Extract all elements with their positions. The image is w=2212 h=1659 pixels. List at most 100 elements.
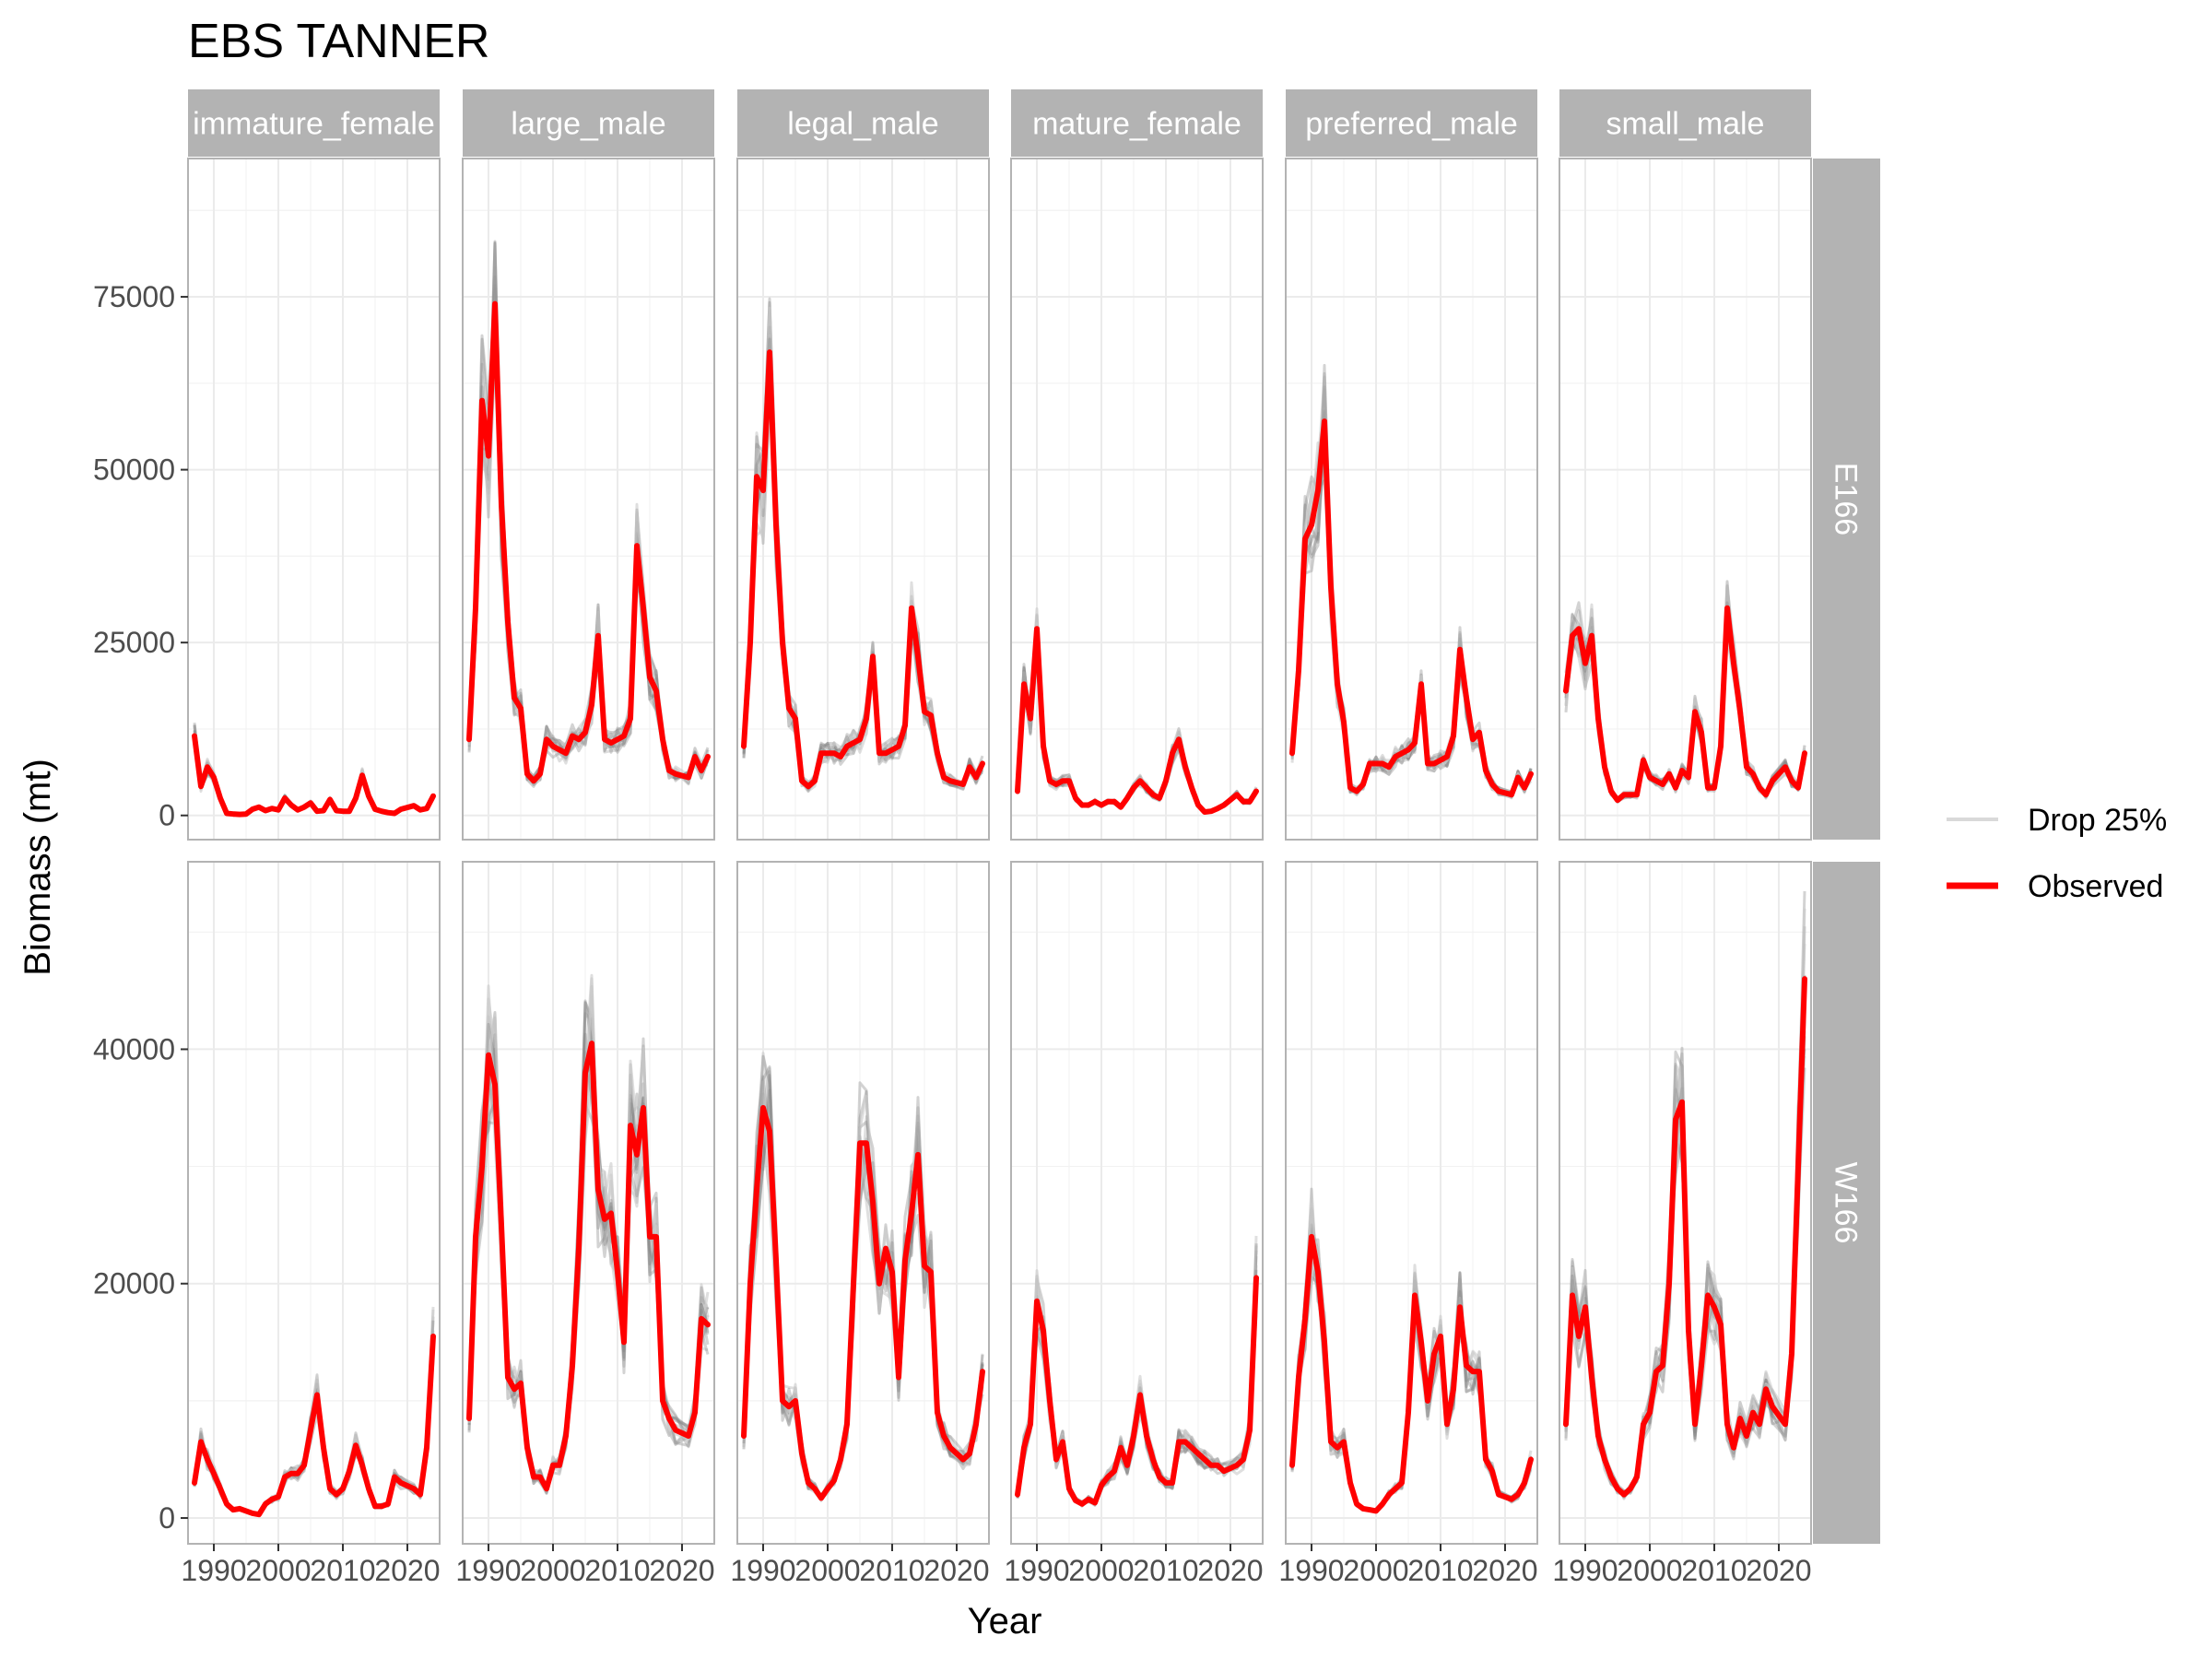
x-tick-label: 1990 — [455, 1554, 521, 1587]
panel-background — [1011, 159, 1263, 840]
x-tick-label: 1990 — [1004, 1554, 1069, 1587]
chart-title: EBS TANNER — [188, 15, 490, 68]
legend-item: Drop 25% — [1947, 803, 2167, 838]
observed-line — [192, 1333, 436, 1518]
observed-line — [1289, 418, 1534, 798]
panel-E166-mature_female — [1010, 158, 1264, 841]
x-tick-label: 2010 — [859, 1554, 924, 1587]
legend-label: Drop 25% — [2028, 803, 2167, 838]
strip-label: large_male — [511, 107, 665, 142]
panel-border — [736, 861, 990, 1545]
strip-legal_male: legal_male — [737, 89, 989, 157]
x-tick-label: 2010 — [310, 1554, 375, 1587]
panel-border — [736, 158, 990, 841]
strip-W166: W166 — [1813, 862, 1880, 1544]
strip-background — [1286, 89, 1537, 157]
y-tick-label: 40000 — [93, 1032, 175, 1065]
x-tick-label: 1990 — [1278, 1554, 1344, 1587]
panel-E166-large_male — [462, 158, 715, 841]
strip-preferred_male: preferred_male — [1286, 89, 1537, 157]
y-tick-label: 0 — [159, 799, 175, 832]
panel-border — [1010, 158, 1264, 841]
x-tick-label: 2010 — [584, 1554, 650, 1587]
observed-line — [466, 1041, 711, 1492]
panel-border — [1010, 861, 1264, 1545]
x-tick-label: 2000 — [1343, 1554, 1408, 1587]
panel-E166-small_male — [1559, 158, 1812, 841]
strip-background — [463, 89, 714, 157]
x-tick-label: 2000 — [245, 1554, 311, 1587]
strip-large_male: large_male — [463, 89, 714, 157]
panel-W166-preferred_male — [1285, 861, 1538, 1545]
y-tick-label: 25000 — [93, 626, 175, 659]
panel-background — [1286, 862, 1537, 1544]
y-tick-label: 75000 — [93, 280, 175, 313]
strip-small_male: small_male — [1559, 89, 1811, 157]
panel-border — [187, 861, 441, 1545]
observed-line — [1289, 1233, 1534, 1514]
y-tick-label: 0 — [159, 1501, 175, 1535]
panel-background — [1286, 159, 1537, 840]
panel-background — [188, 159, 440, 840]
observed-line — [1563, 976, 1807, 1498]
panel-W166-legal_male — [736, 861, 990, 1545]
strip-background — [1813, 159, 1880, 840]
x-tick-label: 1990 — [181, 1554, 246, 1587]
x-tick-label: 2000 — [794, 1554, 860, 1587]
observed-line — [1563, 605, 1807, 804]
y-tick-label: 20000 — [93, 1267, 175, 1300]
facet-panels: immature_female large_male legal_male matur… — [93, 89, 1880, 1587]
strip-label: W166 — [1829, 1162, 1864, 1244]
observed-line — [741, 349, 985, 790]
x-tick-label: 2020 — [924, 1554, 989, 1587]
y-tick-label: 50000 — [93, 453, 175, 487]
x-tick-label: 2010 — [1133, 1554, 1198, 1587]
panel-E166-preferred_male — [1285, 158, 1538, 841]
x-tick-label: 2020 — [1472, 1554, 1537, 1587]
panel-E166-legal_male — [736, 158, 990, 841]
strip-background — [188, 89, 440, 157]
strip-label: legal_male — [787, 107, 938, 142]
strip-label: immature_female — [193, 107, 435, 142]
x-tick-label: 2020 — [1197, 1554, 1263, 1587]
panel-border — [1285, 861, 1538, 1545]
observed-line — [192, 733, 436, 818]
panel-W166-large_male — [462, 861, 715, 1545]
strip-label: small_male — [1606, 107, 1765, 142]
observed-line — [1015, 626, 1259, 815]
x-tick-label: 2000 — [520, 1554, 585, 1587]
strip-label: mature_female — [1032, 107, 1241, 142]
strip-background — [1559, 89, 1811, 157]
strip-label: E166 — [1829, 463, 1864, 535]
strip-background — [737, 89, 989, 157]
observed-line — [1015, 1275, 1259, 1507]
x-tick-label: 2000 — [1617, 1554, 1682, 1587]
panel-E166-immature_female — [187, 158, 441, 841]
panel-background — [188, 862, 440, 1544]
x-tick-label: 1990 — [1552, 1554, 1618, 1587]
panel-W166-immature_female — [187, 861, 441, 1545]
x-tick-label: 2000 — [1068, 1554, 1134, 1587]
legend-label: Observed — [2028, 869, 2163, 904]
strip-E166: E166 — [1813, 159, 1880, 840]
x-tick-label: 2020 — [1746, 1554, 1811, 1587]
legend-item: Observed — [1947, 869, 2163, 904]
strip-immature_female: immature_female — [188, 89, 440, 157]
x-tick-label: 2020 — [649, 1554, 714, 1587]
panel-border — [462, 158, 715, 841]
panel-W166-small_male — [1559, 861, 1812, 1545]
panel-W166-mature_female — [1010, 861, 1264, 1545]
legend: Drop 25% Observed — [1947, 803, 2167, 904]
panel-border — [1559, 158, 1812, 841]
x-axis-title: Year — [968, 1601, 1042, 1641]
observed-line — [466, 300, 711, 784]
strip-mature_female: mature_female — [1011, 89, 1263, 157]
panel-border — [1285, 158, 1538, 841]
strip-background — [1813, 862, 1880, 1544]
x-tick-label: 2010 — [1681, 1554, 1747, 1587]
panel-background — [1011, 862, 1263, 1544]
panel-border — [1559, 861, 1812, 1545]
x-tick-label: 1990 — [730, 1554, 795, 1587]
observed-line — [741, 1105, 985, 1501]
x-tick-label: 2020 — [374, 1554, 440, 1587]
